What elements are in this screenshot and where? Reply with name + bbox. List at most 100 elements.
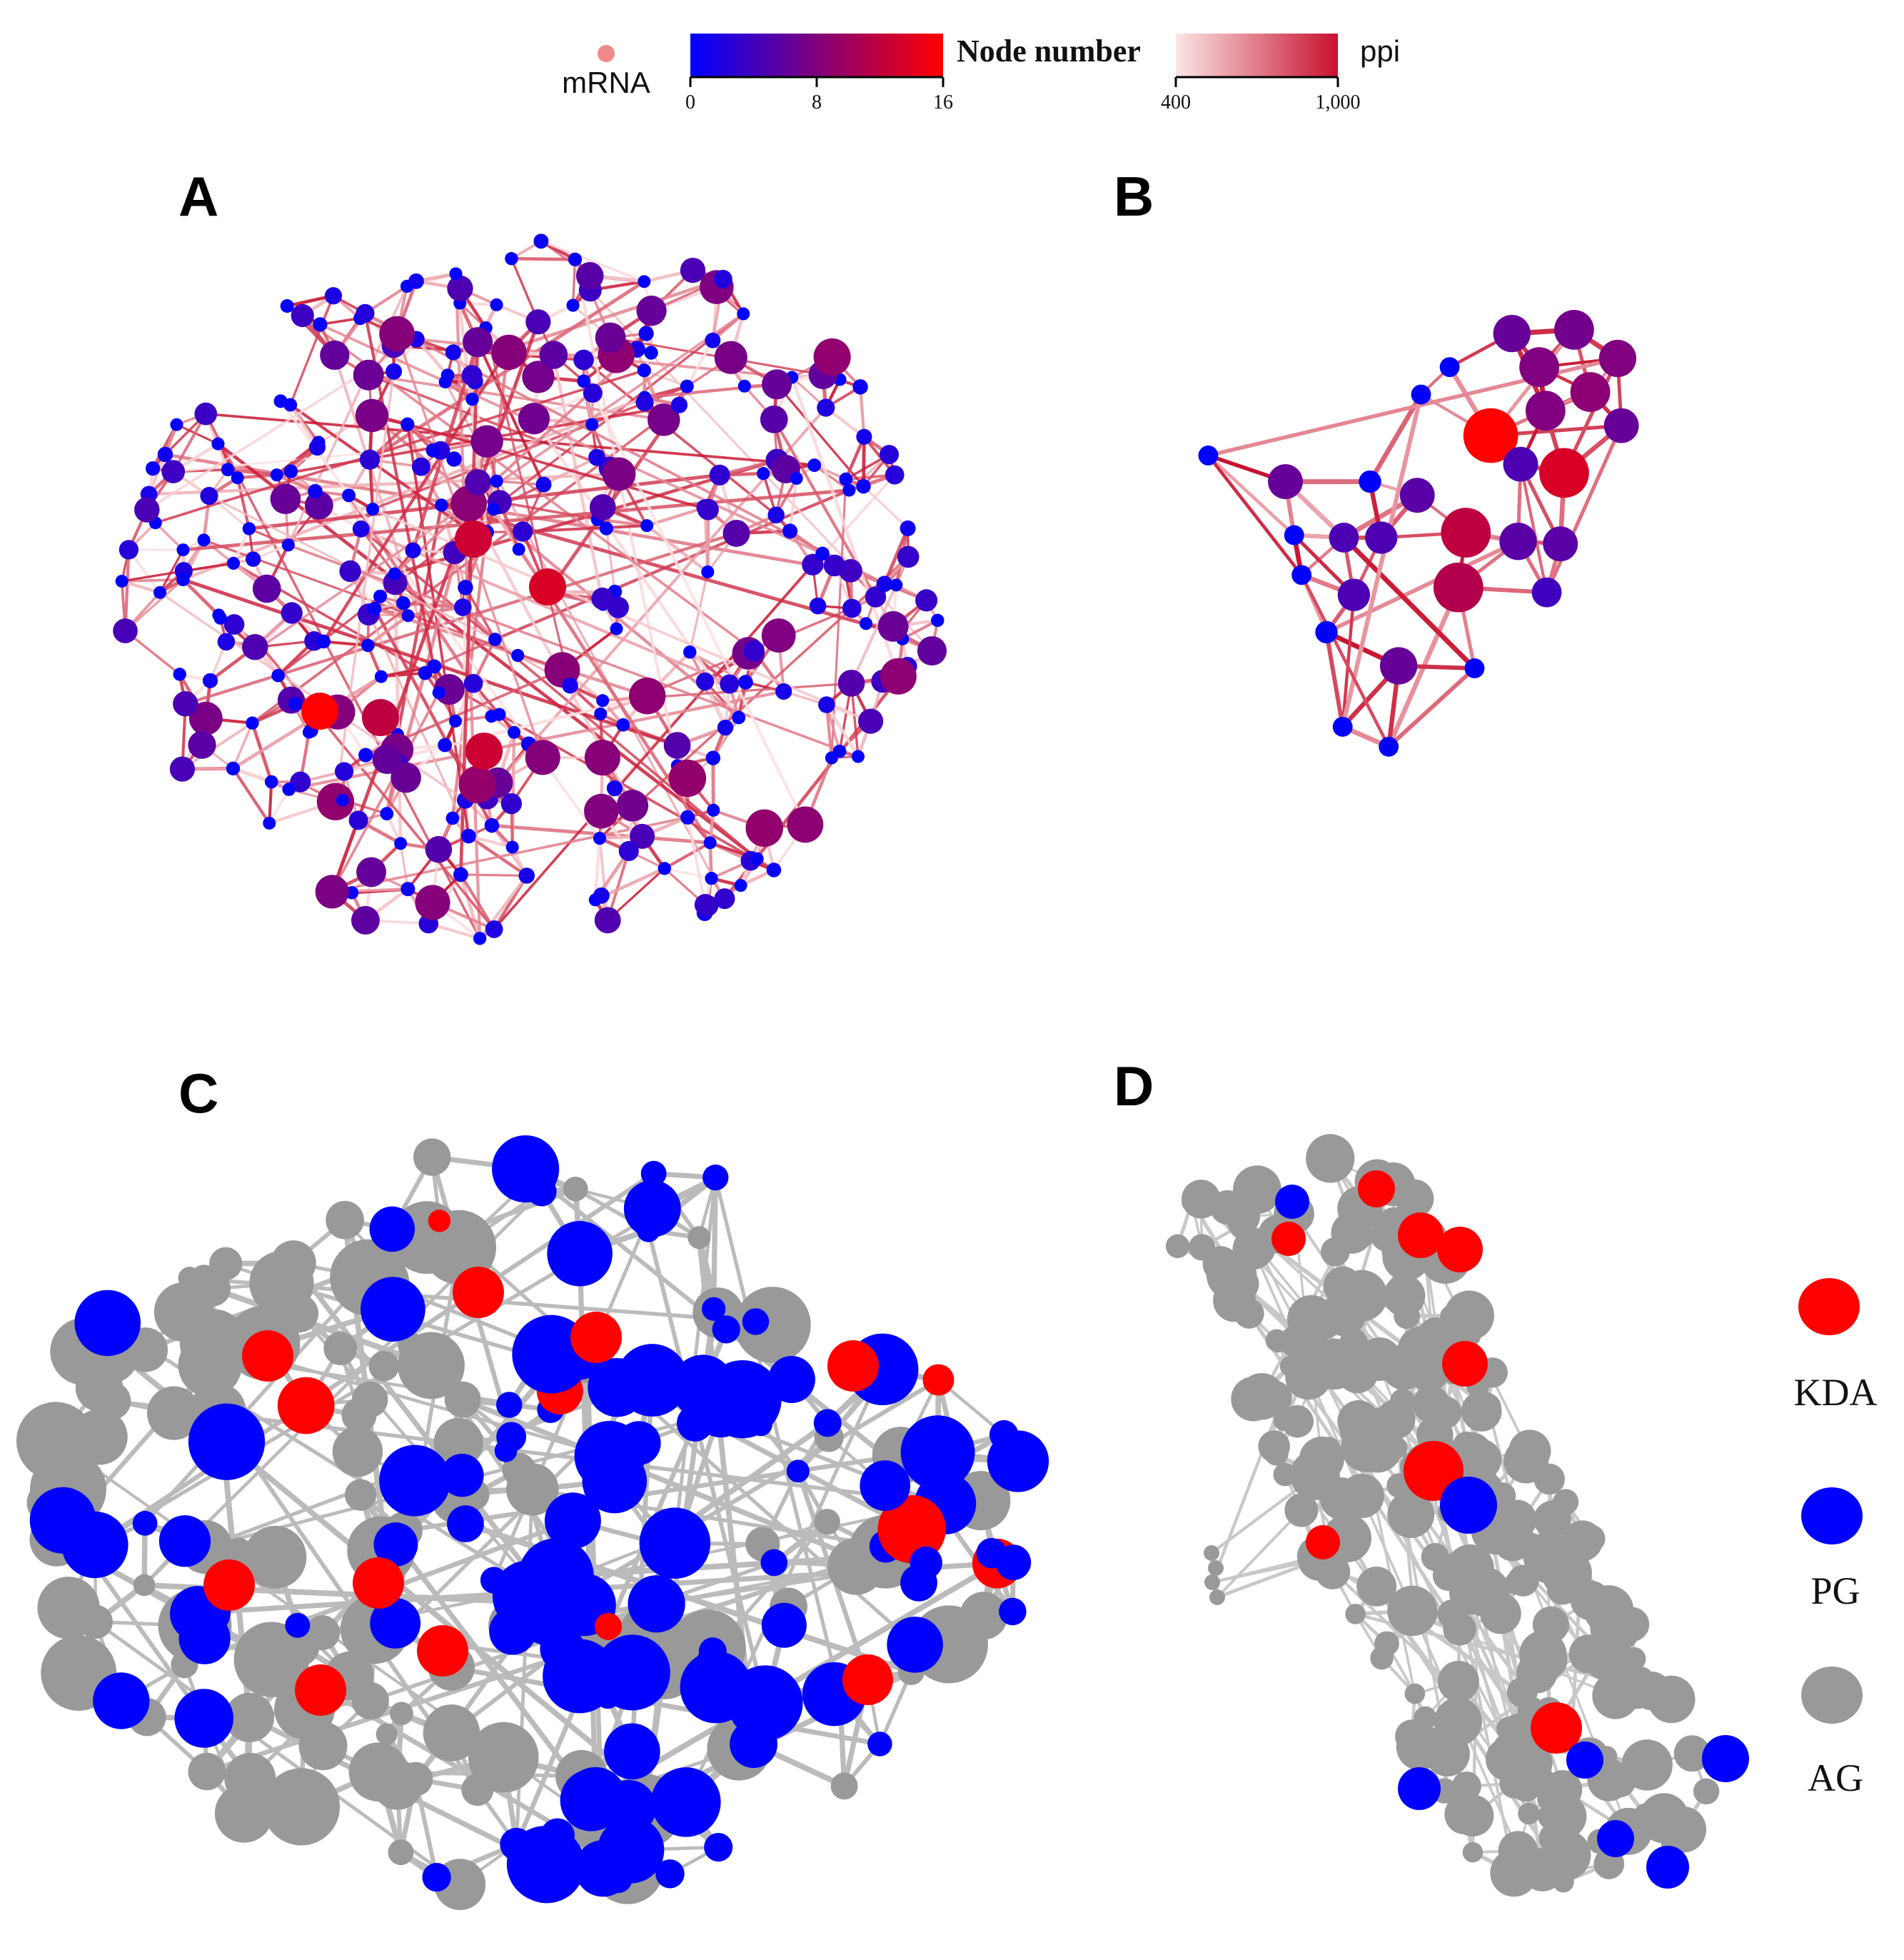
ag-node [1284,1493,1319,1527]
network-edge [1518,463,1548,593]
network-node [818,696,835,713]
pg-node [598,1816,665,1884]
network-node [584,740,620,776]
network-node [705,872,718,885]
network-edge [334,371,396,802]
network-node [775,683,792,700]
network-edge [644,383,777,399]
network-node [211,437,225,451]
pg-node [1566,1742,1603,1779]
kda-node [1306,1525,1340,1559]
network-node [405,542,421,559]
hub-node [455,521,492,558]
network-node [348,810,368,830]
network-node [638,326,654,341]
pg-node [285,1612,311,1638]
network-node [320,340,350,371]
pg-node [370,1597,421,1649]
pg-node [1440,1477,1497,1534]
network-node [401,882,415,897]
network-edge [323,640,368,647]
network-node [628,677,666,715]
ag-node [1387,1491,1435,1538]
network-node [1291,565,1312,586]
network-edge [360,528,396,575]
network-node [379,316,415,352]
network-node [842,598,862,618]
network-node [173,691,198,717]
network-node [1411,384,1431,405]
network-node [283,464,298,478]
network-node [246,716,259,730]
ag-node [1518,1802,1540,1825]
ag-node [1349,1224,1374,1249]
pg-node [704,1833,733,1862]
network-node [682,645,697,659]
ag-node [1394,1302,1421,1330]
network-node [270,483,301,515]
network-node [280,299,294,313]
network-node [1315,620,1338,644]
kda-node [242,1330,293,1382]
network-panel-b [1198,310,1639,757]
pg-node [641,1367,665,1392]
network-edge [368,373,665,421]
network-node [388,567,401,581]
ag-node [1357,1337,1402,1382]
network-node [734,879,747,893]
network-node [170,418,183,431]
network-node [813,338,851,376]
ag-node [1533,1463,1565,1495]
network-node [591,587,614,610]
network-node [493,708,506,721]
network-node [583,383,603,403]
pg-node [379,1444,451,1517]
ppi-colorbar [1176,34,1338,76]
network-node [113,618,138,643]
network-node [858,708,884,734]
network-node [448,714,463,728]
network-node [1441,508,1491,558]
network-node [315,875,349,909]
network-edge [882,527,910,585]
network-node [762,369,792,400]
network-edge [124,578,184,632]
pg-node [547,1220,613,1287]
network-node [339,560,361,583]
network-node [226,761,241,775]
network-edge [493,563,814,930]
network-edge [573,258,707,905]
hub-node [301,693,338,730]
network-node [697,498,719,521]
network-node [694,894,716,916]
network-node [680,257,706,283]
ag-node [423,1704,480,1762]
ag-node [323,1332,358,1365]
ag-node [1414,1706,1437,1730]
network-edge [319,323,823,556]
network-edge [499,501,598,521]
network-node [917,635,947,666]
network-node [176,543,190,557]
ag-node [1267,1332,1289,1353]
ag-node [1440,1305,1462,1327]
network-node [461,828,476,844]
ag-node [398,1332,425,1360]
ag-node [1397,1326,1445,1373]
network-node [282,783,296,796]
ag-node [1492,1732,1530,1769]
network-node [606,780,623,797]
network-edge [183,488,850,552]
network-node [188,701,223,735]
network-node [585,418,599,431]
network-node [252,574,281,603]
network-node [356,303,375,323]
network-edge [507,277,724,351]
pg-node [1597,1820,1634,1857]
network-node [355,398,389,433]
network-node [507,725,521,739]
network-node [316,783,355,820]
network-edge [121,579,161,594]
network-node [616,718,630,732]
